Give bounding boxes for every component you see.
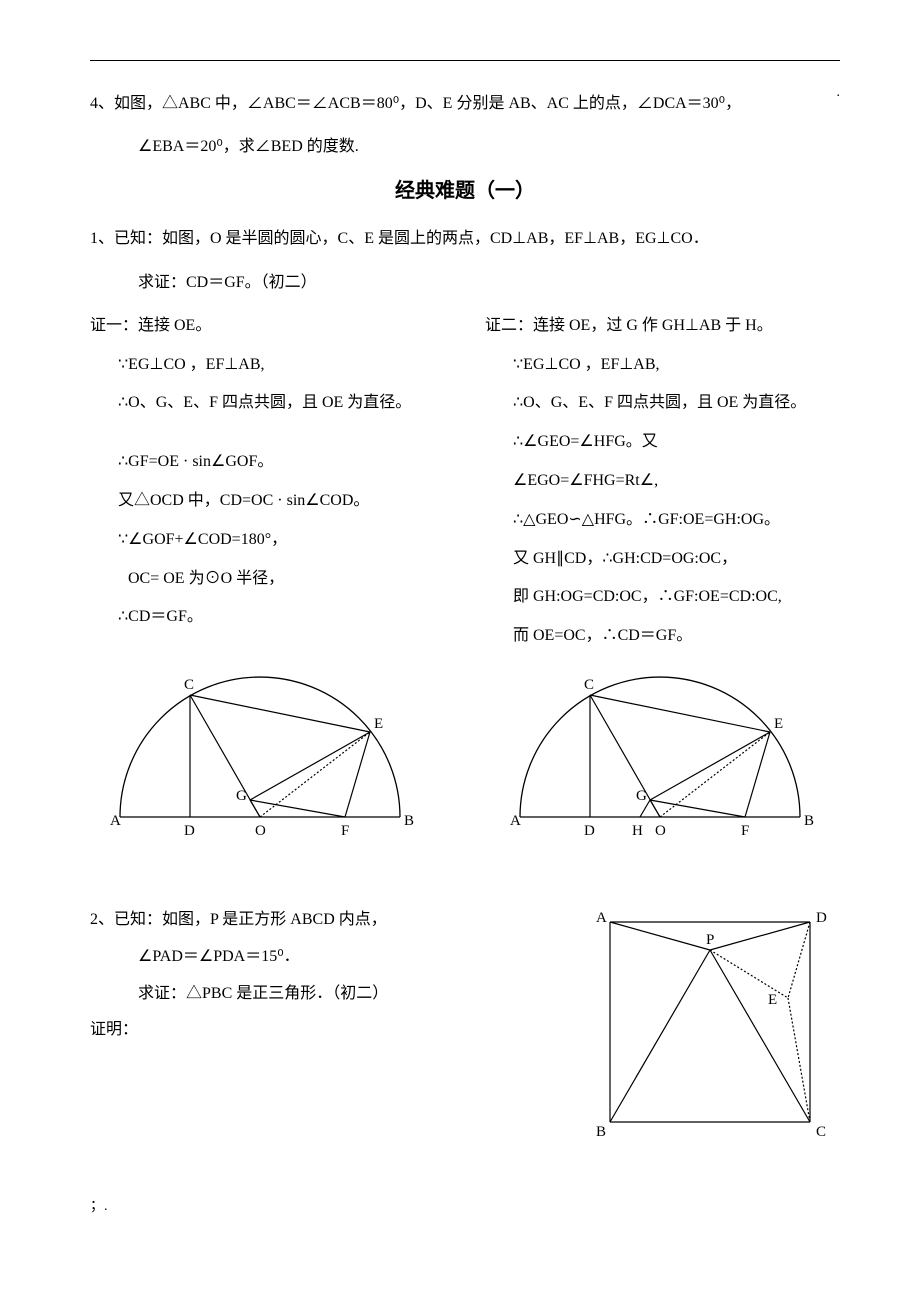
svg-text:D: D [816, 910, 827, 926]
p2-l3: 求证：△PBC 是正三角形．（初二） [90, 976, 530, 1013]
pf1-l7: OC= OE 为⊙O 半径， [90, 561, 445, 598]
p1-line1: 1、已知：如图，O 是半圆的圆心，C、E 是圆上的两点，CD⊥AB，EF⊥AB，… [90, 221, 840, 256]
problem-2-text: 2、已知：如图，P 是正方形 ABCD 内点， ∠PAD＝∠PDA＝15⁰． 求… [90, 902, 530, 1142]
svg-text:C: C [184, 677, 194, 693]
svg-text:G: G [636, 788, 647, 804]
pf2-l5: ∠EGO=∠FHG=Rt∠, [485, 463, 840, 500]
svg-text:H: H [632, 823, 643, 839]
pf2-l2: ∵EG⊥CO ，EF⊥AB, [485, 347, 840, 384]
svg-text:D: D [184, 823, 195, 839]
figure-1-semicircle: A B C D O F E G [100, 672, 430, 847]
proof-2-column: 证二：连接 OE，过 G 作 GH⊥AB 于 H。 ∵EG⊥CO ，EF⊥AB,… [485, 308, 840, 657]
pf2-l8: 即 GH:OG=CD:OC，∴GF:OE=CD:OC, [485, 579, 840, 616]
pf2-l7: 又 GH∥CD，∴GH:CD=OG:OC， [485, 541, 840, 578]
svg-text:E: E [774, 716, 783, 732]
svg-text:C: C [584, 677, 594, 693]
figure-2-semicircle: A B C D O F E G H [500, 672, 830, 847]
problem-4-line2: ∠EBA＝20⁰，求∠BED 的度数. [90, 129, 840, 164]
p2-l4: 证明： [90, 1012, 530, 1049]
svg-text:A: A [110, 813, 121, 829]
pf2-l9: 而 OE=OC，∴CD＝GF。 [485, 618, 840, 655]
svg-text:O: O [655, 823, 666, 839]
pf2-l3: ∴O、G、E、F 四点共圆，且 OE 为直径。 [485, 385, 840, 422]
svg-text:A: A [596, 910, 607, 926]
pf1-l8: ∴CD＝GF。 [90, 599, 445, 636]
p2-l1: 2、已知：如图，P 是正方形 ABCD 内点， [90, 902, 530, 939]
svg-text:F: F [741, 823, 749, 839]
svg-text:F: F [341, 823, 349, 839]
svg-text:C: C [816, 1124, 826, 1140]
p2-l2: ∠PAD＝∠PDA＝15⁰． [90, 939, 530, 976]
pf1-l5: 又△OCD 中，CD=OC · sin∠COD。 [90, 483, 445, 520]
svg-text:B: B [596, 1124, 606, 1140]
svg-text:P: P [706, 932, 714, 948]
pf1-l1: 证一：连接 OE。 [90, 308, 445, 345]
pf2-l4: ∴∠GEO=∠HFG。又 [485, 424, 840, 461]
svg-text:B: B [404, 813, 414, 829]
svg-text:B: B [804, 813, 814, 829]
pf1-l3: ∴O、G、E、F 四点共圆，且 OE 为直径。 [90, 385, 445, 422]
svg-text:E: E [374, 716, 383, 732]
svg-text:D: D [584, 823, 595, 839]
proof-1-column: 证一：连接 OE。 ∵EG⊥CO ，EF⊥AB, ∴O、G、E、F 四点共圆，且… [90, 308, 445, 657]
pf1-l2: ∵EG⊥CO ，EF⊥AB, [90, 347, 445, 384]
svg-text:A: A [510, 813, 521, 829]
p1-line2: 求证：CD＝GF。（初二） [90, 265, 840, 300]
svg-text:O: O [255, 823, 266, 839]
footer-mark: ；. [90, 1195, 108, 1215]
problem-4-line1: 4、如图，△ABC 中，∠ABC＝∠ACB＝80⁰，D、E 分别是 AB、AC … [90, 86, 840, 121]
pf2-l1: 证二：连接 OE，过 G 作 GH⊥AB 于 H。 [485, 308, 840, 345]
section-title: 经典难题（一） [90, 174, 840, 203]
pf2-l6: ∴△GEO∽△HFG。∴GF:OE=GH:OG。 [485, 502, 840, 539]
pf1-l4: ∴GF=OE · sin∠GOF。 [90, 444, 445, 481]
figure-3-square: A D B C P E [590, 902, 840, 1142]
svg-text:G: G [236, 788, 247, 804]
corner-dot: . [837, 85, 841, 101]
svg-text:E: E [768, 992, 777, 1008]
pf1-l6: ∵∠GOF+∠COD=180°， [90, 522, 445, 559]
